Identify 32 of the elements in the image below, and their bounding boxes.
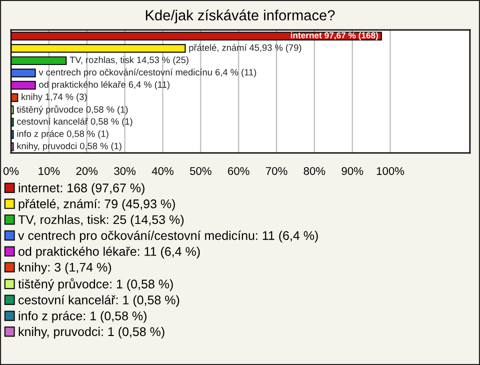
x-tick-label: 90% xyxy=(342,167,364,175)
legend-label: TV, rozhlas, tisk: 25 (14,53 %) xyxy=(18,214,184,227)
legend-label: tištěný průvodce: 1 (0,58 %) xyxy=(18,278,173,291)
x-tick-label: 50% xyxy=(190,167,212,175)
legend-label: v centrech pro očkování/cestovní medicínu: 11 (6,4 %) xyxy=(18,230,318,242)
data-label: cestovní kancelář 0,58 % (1) xyxy=(17,118,132,127)
legend-label: přátelé, známí: 79 (45,93 %) xyxy=(18,198,175,211)
x-tick-label: 60% xyxy=(228,167,250,175)
data-label: info z práce 0,58 % (1) xyxy=(17,130,108,139)
x-tick-label: 20% xyxy=(76,167,98,175)
data-label: knihy, pruvodci 0,58 % (1) xyxy=(17,142,122,152)
legend-label: knihy: 3 (1,74 %) xyxy=(18,262,112,274)
x-tick-label: 30% xyxy=(114,167,136,175)
data-label: v centrech pro očkování/cestovní medicínu 6,4 % (11) xyxy=(38,68,256,78)
x-tick-label: 40% xyxy=(152,167,174,175)
legend-label: od praktického lékaře: 11 (6,4 %) xyxy=(18,246,200,258)
data-label: přátelé, známí 45,93 % (79) xyxy=(189,44,302,53)
data-label: internet 97,67 % (168) xyxy=(290,32,378,40)
x-tick-label: 0% xyxy=(3,167,19,175)
data-label: knihy 1,74 % (3) xyxy=(22,93,87,102)
data-label: TV, rozhlas, tisk 14,53 % (25) xyxy=(70,56,188,65)
data-label: od praktického lékaře 6,4 % (11) xyxy=(39,80,170,90)
x-tick-label: 70% xyxy=(266,167,288,175)
legend-label: internet: 168 (97,67 %) xyxy=(18,183,144,195)
x-tick-label: 80% xyxy=(304,167,326,175)
x-tick-label: 100% xyxy=(376,167,404,175)
legend-label: info z práce: 1 (0,58 %) xyxy=(18,310,146,323)
x-tick-label: 10% xyxy=(38,167,60,175)
legend-label: knihy, pruvodci: 1 (0,58 %) xyxy=(18,326,164,339)
legend-label: cestovní kancelář: 1 (0,58 %) xyxy=(18,295,180,307)
data-label: tištěný průvodce 0,58 % (1) xyxy=(16,105,128,115)
chart-title: Kde/jak získáváte informace? xyxy=(146,10,335,24)
